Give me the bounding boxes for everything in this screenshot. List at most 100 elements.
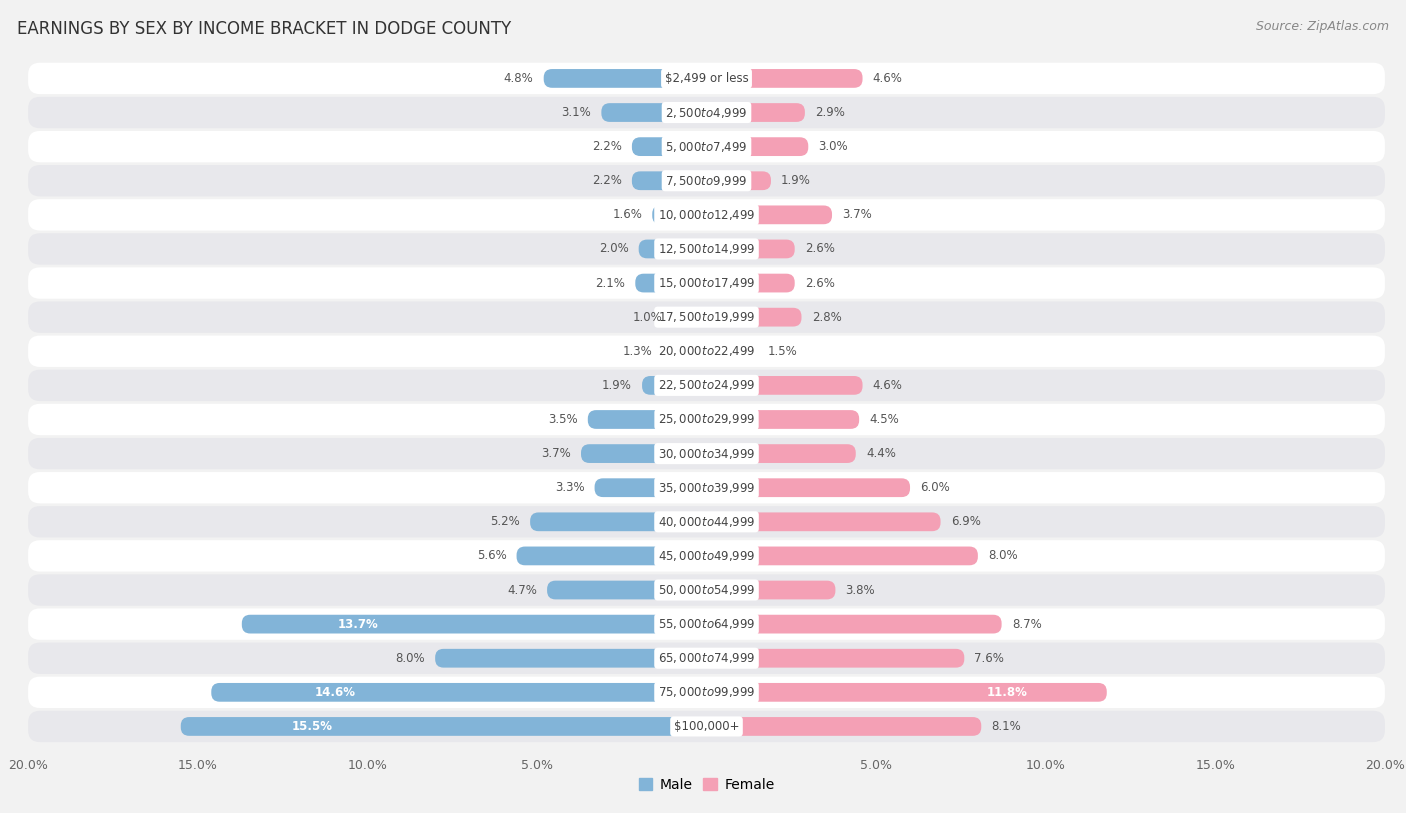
Text: 5.6%: 5.6% [477, 550, 506, 563]
FancyBboxPatch shape [28, 131, 1385, 163]
FancyBboxPatch shape [28, 438, 1385, 469]
FancyBboxPatch shape [28, 711, 1385, 742]
FancyBboxPatch shape [211, 683, 707, 702]
Text: 3.3%: 3.3% [555, 481, 585, 494]
Text: 4.7%: 4.7% [508, 584, 537, 597]
Text: 3.0%: 3.0% [818, 140, 848, 153]
FancyBboxPatch shape [28, 165, 1385, 197]
FancyBboxPatch shape [516, 546, 707, 565]
Text: 8.0%: 8.0% [395, 652, 425, 665]
Text: $5,000 to $7,499: $5,000 to $7,499 [665, 140, 748, 154]
FancyBboxPatch shape [581, 444, 707, 463]
FancyBboxPatch shape [28, 267, 1385, 298]
Text: $10,000 to $12,499: $10,000 to $12,499 [658, 208, 755, 222]
Text: 4.5%: 4.5% [869, 413, 898, 426]
FancyBboxPatch shape [707, 615, 1001, 633]
Text: 8.0%: 8.0% [988, 550, 1018, 563]
FancyBboxPatch shape [707, 172, 770, 190]
FancyBboxPatch shape [28, 676, 1385, 708]
FancyBboxPatch shape [530, 512, 707, 531]
Text: 2.2%: 2.2% [592, 174, 621, 187]
Text: 2.9%: 2.9% [815, 106, 845, 119]
FancyBboxPatch shape [588, 410, 707, 429]
Text: 6.0%: 6.0% [920, 481, 950, 494]
FancyBboxPatch shape [544, 69, 707, 88]
Text: $2,500 to $4,999: $2,500 to $4,999 [665, 106, 748, 120]
FancyBboxPatch shape [707, 69, 862, 88]
FancyBboxPatch shape [707, 103, 804, 122]
Text: 11.8%: 11.8% [986, 686, 1028, 699]
FancyBboxPatch shape [662, 342, 707, 361]
FancyBboxPatch shape [28, 574, 1385, 606]
Text: $2,499 or less: $2,499 or less [665, 72, 748, 85]
Text: 13.7%: 13.7% [337, 618, 378, 631]
FancyBboxPatch shape [28, 370, 1385, 401]
FancyBboxPatch shape [28, 608, 1385, 640]
Text: $100,000+: $100,000+ [673, 720, 740, 733]
Text: $17,500 to $19,999: $17,500 to $19,999 [658, 311, 755, 324]
FancyBboxPatch shape [707, 274, 794, 293]
Text: 4.8%: 4.8% [503, 72, 533, 85]
FancyBboxPatch shape [602, 103, 707, 122]
Text: 2.6%: 2.6% [804, 242, 835, 255]
FancyBboxPatch shape [707, 308, 801, 327]
FancyBboxPatch shape [28, 302, 1385, 333]
Text: 2.2%: 2.2% [592, 140, 621, 153]
Text: $50,000 to $54,999: $50,000 to $54,999 [658, 583, 755, 597]
FancyBboxPatch shape [638, 240, 707, 259]
FancyBboxPatch shape [28, 404, 1385, 435]
Text: $12,500 to $14,999: $12,500 to $14,999 [658, 242, 755, 256]
FancyBboxPatch shape [631, 137, 707, 156]
Text: 8.7%: 8.7% [1012, 618, 1042, 631]
Text: EARNINGS BY SEX BY INCOME BRACKET IN DODGE COUNTY: EARNINGS BY SEX BY INCOME BRACKET IN DOD… [17, 20, 512, 38]
Text: 3.7%: 3.7% [541, 447, 571, 460]
Text: 1.9%: 1.9% [602, 379, 631, 392]
FancyBboxPatch shape [28, 472, 1385, 503]
Text: 2.6%: 2.6% [804, 276, 835, 289]
Legend: Male, Female: Male, Female [633, 772, 780, 798]
Text: $20,000 to $22,499: $20,000 to $22,499 [658, 344, 755, 359]
Text: 3.1%: 3.1% [561, 106, 591, 119]
FancyBboxPatch shape [28, 233, 1385, 265]
FancyBboxPatch shape [28, 336, 1385, 367]
Text: 1.9%: 1.9% [782, 174, 811, 187]
Text: $22,500 to $24,999: $22,500 to $24,999 [658, 378, 755, 393]
Text: 2.0%: 2.0% [599, 242, 628, 255]
Text: 5.2%: 5.2% [491, 515, 520, 528]
FancyBboxPatch shape [28, 97, 1385, 128]
FancyBboxPatch shape [242, 615, 707, 633]
Text: $15,000 to $17,499: $15,000 to $17,499 [658, 276, 755, 290]
Text: 7.6%: 7.6% [974, 652, 1004, 665]
FancyBboxPatch shape [707, 683, 1107, 702]
FancyBboxPatch shape [707, 342, 758, 361]
FancyBboxPatch shape [707, 376, 862, 395]
FancyBboxPatch shape [707, 649, 965, 667]
Text: 1.0%: 1.0% [633, 311, 662, 324]
FancyBboxPatch shape [181, 717, 707, 736]
FancyBboxPatch shape [707, 444, 856, 463]
FancyBboxPatch shape [707, 512, 941, 531]
Text: 1.6%: 1.6% [612, 208, 643, 221]
Text: $25,000 to $29,999: $25,000 to $29,999 [658, 412, 755, 427]
Text: $7,500 to $9,999: $7,500 to $9,999 [665, 174, 748, 188]
FancyBboxPatch shape [595, 478, 707, 497]
FancyBboxPatch shape [643, 376, 707, 395]
FancyBboxPatch shape [28, 642, 1385, 674]
FancyBboxPatch shape [436, 649, 707, 667]
FancyBboxPatch shape [707, 717, 981, 736]
Text: 15.5%: 15.5% [291, 720, 333, 733]
Text: $55,000 to $64,999: $55,000 to $64,999 [658, 617, 755, 631]
FancyBboxPatch shape [707, 546, 979, 565]
Text: $65,000 to $74,999: $65,000 to $74,999 [658, 651, 755, 665]
Text: 2.1%: 2.1% [595, 276, 626, 289]
Text: $35,000 to $39,999: $35,000 to $39,999 [658, 480, 755, 494]
FancyBboxPatch shape [636, 274, 707, 293]
Text: 6.9%: 6.9% [950, 515, 980, 528]
Text: 4.6%: 4.6% [873, 72, 903, 85]
Text: $45,000 to $49,999: $45,000 to $49,999 [658, 549, 755, 563]
FancyBboxPatch shape [28, 506, 1385, 537]
FancyBboxPatch shape [707, 137, 808, 156]
Text: 3.8%: 3.8% [845, 584, 875, 597]
Text: $75,000 to $99,999: $75,000 to $99,999 [658, 685, 755, 699]
FancyBboxPatch shape [547, 580, 707, 599]
